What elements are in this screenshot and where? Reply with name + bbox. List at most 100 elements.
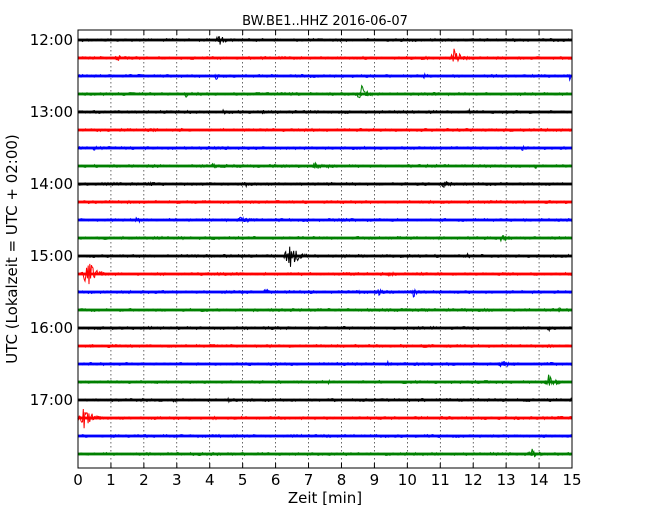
trace-event bbox=[354, 84, 382, 99]
trace-event bbox=[463, 252, 477, 259]
x-tick-label: 12 bbox=[464, 471, 483, 489]
trace-baseline bbox=[78, 272, 572, 276]
x-tick-label: 11 bbox=[431, 471, 450, 489]
plot-frame bbox=[77, 29, 573, 469]
trace-baseline bbox=[78, 362, 572, 366]
trace-event bbox=[154, 236, 167, 240]
trace-noise bbox=[77, 271, 572, 277]
trace-14:45 bbox=[77, 235, 572, 243]
trace-event bbox=[565, 73, 572, 82]
trace-13:45 bbox=[77, 161, 572, 170]
trace-noise bbox=[77, 145, 572, 151]
y-tick-label: 12:00 bbox=[30, 31, 73, 49]
trace-15:30 bbox=[77, 288, 572, 298]
trace-13:00 bbox=[77, 107, 572, 115]
trace-event bbox=[226, 396, 240, 404]
y-axis-label: UTC (Lokalzeit = UTC + 02:00) bbox=[3, 134, 21, 364]
x-axis-label: Zeit [min] bbox=[288, 489, 362, 507]
trace-noise bbox=[77, 451, 572, 457]
trace-baseline bbox=[78, 326, 572, 330]
trace-17:00 bbox=[77, 396, 572, 404]
trace-event bbox=[213, 73, 227, 80]
trace-14:00 bbox=[77, 181, 572, 189]
y-tick-label: 16:00 bbox=[30, 319, 73, 337]
trace-event bbox=[131, 216, 158, 224]
chart-title: BW.BE1..HHZ 2016-06-07 bbox=[242, 14, 408, 29]
trace-event bbox=[371, 288, 398, 297]
trace-12:45 bbox=[77, 84, 572, 99]
trace-noise bbox=[77, 361, 572, 367]
x-tick-label: 14 bbox=[530, 471, 549, 489]
trace-event bbox=[114, 54, 128, 61]
trace-event bbox=[526, 416, 540, 420]
trace-noise bbox=[77, 289, 572, 295]
x-tick-label: 6 bbox=[271, 471, 281, 489]
trace-event bbox=[87, 343, 102, 349]
y-tick-label: 15:00 bbox=[30, 247, 73, 265]
trace-15:00 bbox=[77, 246, 572, 267]
x-tick-labels: 0 1 2 3 4 5 6 7 8 9 10 11 12 13 14 15 bbox=[73, 471, 581, 489]
trace-event bbox=[209, 162, 223, 169]
trace-event bbox=[532, 164, 546, 169]
trace-12:15 bbox=[77, 48, 572, 63]
trace-event bbox=[526, 448, 553, 458]
trace-noise bbox=[77, 217, 572, 223]
trace-14:30 bbox=[77, 216, 572, 224]
trace-noise bbox=[77, 109, 572, 115]
trace-16:15 bbox=[77, 343, 572, 349]
trace-noise bbox=[77, 127, 572, 133]
trace-noise bbox=[77, 73, 572, 79]
trace-13:15 bbox=[77, 127, 572, 133]
trace-17:30 bbox=[77, 433, 572, 439]
trace-17:45 bbox=[77, 448, 572, 458]
trace-event bbox=[437, 181, 464, 188]
x-tick-label: 9 bbox=[370, 471, 380, 489]
y-tick-label: 14:00 bbox=[30, 175, 73, 193]
x-tick-label: 13 bbox=[497, 471, 516, 489]
trace-baseline bbox=[78, 146, 572, 150]
trace-baseline bbox=[78, 38, 572, 42]
trace-event bbox=[385, 271, 407, 278]
x-tick-label: 10 bbox=[398, 471, 417, 489]
trace-event bbox=[282, 246, 317, 267]
trace-baseline bbox=[78, 128, 572, 132]
trace-event bbox=[147, 181, 161, 186]
x-tick-label: 5 bbox=[238, 471, 248, 489]
trace-event bbox=[420, 72, 434, 80]
x-tick-label: 1 bbox=[106, 471, 116, 489]
trace-event bbox=[150, 127, 164, 133]
trace-17:15 bbox=[77, 408, 572, 429]
trace-event bbox=[420, 307, 434, 313]
trace-event bbox=[325, 163, 339, 170]
trace-baseline bbox=[78, 452, 572, 456]
trace-noise bbox=[77, 325, 572, 331]
trace-event bbox=[77, 408, 108, 429]
trace-event bbox=[437, 235, 451, 241]
x-tick-label: 8 bbox=[337, 471, 347, 489]
trace-event bbox=[494, 361, 529, 368]
trace-baseline bbox=[78, 290, 572, 294]
trace-event bbox=[242, 182, 256, 189]
trace-noise bbox=[77, 343, 572, 349]
trace-event bbox=[91, 145, 105, 151]
trace-event bbox=[496, 235, 523, 243]
trace-event bbox=[259, 110, 273, 115]
trace-noise bbox=[77, 163, 572, 169]
trace-event bbox=[519, 144, 533, 151]
trace-baseline bbox=[78, 182, 572, 186]
trace-noise bbox=[77, 37, 572, 43]
trace-event bbox=[555, 306, 569, 313]
trace-event bbox=[384, 359, 398, 367]
trace-event bbox=[545, 325, 559, 333]
trace-12:30 bbox=[77, 72, 572, 82]
trace-event bbox=[449, 48, 476, 63]
y-tick-label: 13:00 bbox=[30, 103, 73, 121]
trace-event bbox=[430, 91, 444, 97]
x-tick-label: 15 bbox=[562, 471, 581, 489]
trace-event bbox=[80, 263, 111, 285]
trace-noise bbox=[77, 397, 572, 403]
trace-13:30 bbox=[77, 144, 572, 151]
trace-group bbox=[77, 35, 572, 458]
trace-event bbox=[325, 378, 339, 386]
